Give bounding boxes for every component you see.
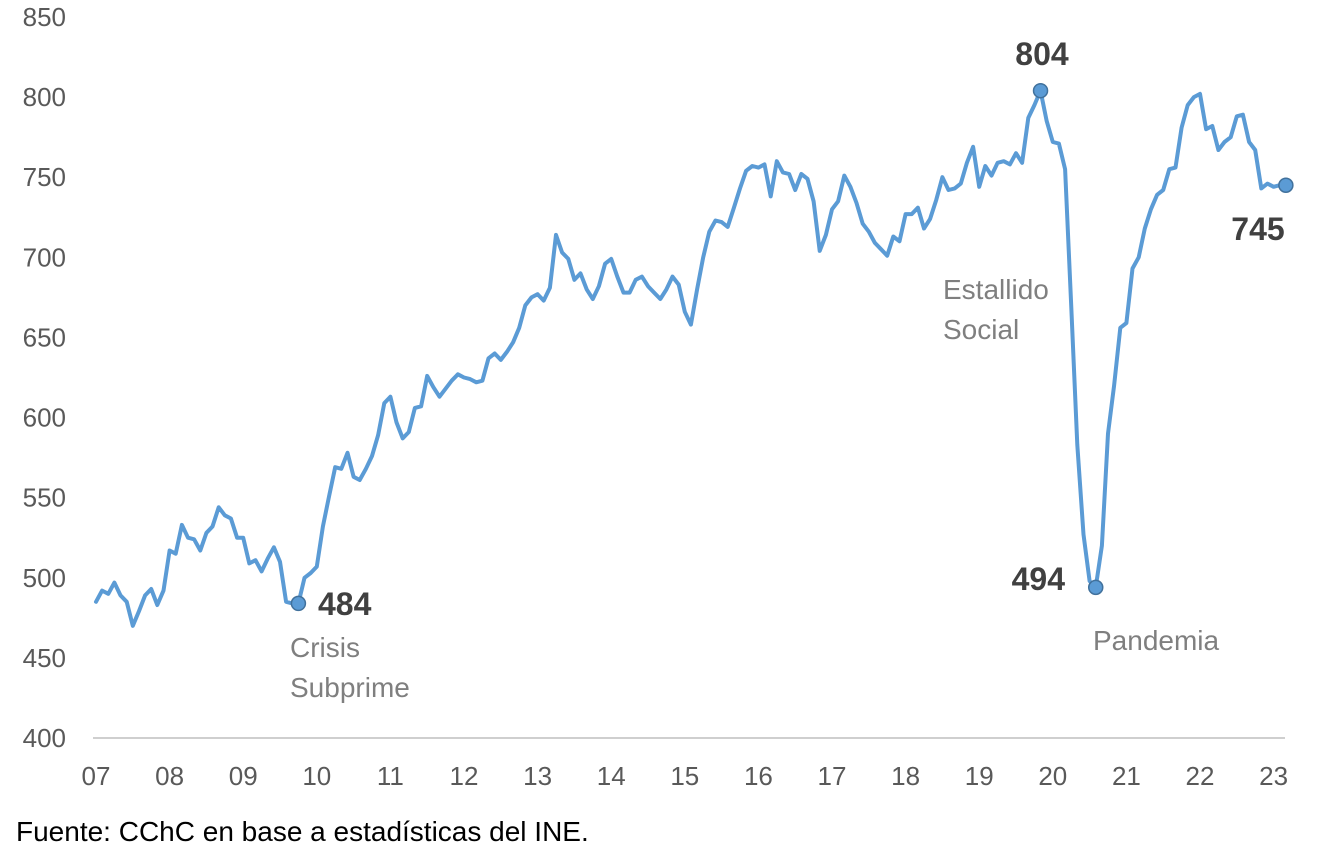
- y-tick-label: 550: [23, 483, 66, 513]
- annotation-estallido-social: Estallido Social: [943, 274, 1057, 345]
- y-tick-label: 450: [23, 643, 66, 673]
- marker-745: [1278, 177, 1294, 193]
- series-line: [94, 88, 1288, 628]
- data-label-745: 745: [1231, 211, 1284, 247]
- data-label-804: 804: [1015, 36, 1069, 72]
- y-axis: 400 450 500 550 600 650 700 750 800 850: [23, 2, 66, 753]
- x-tick-label: 14: [597, 761, 626, 791]
- y-tick-label: 800: [23, 82, 66, 112]
- x-tick-label: 17: [818, 761, 847, 791]
- data-label-494: 494: [1012, 561, 1066, 597]
- y-tick-label: 400: [23, 723, 66, 753]
- annotation-estallido-line-1: Estallido: [943, 274, 1049, 305]
- markers: [290, 82, 1294, 612]
- y-tick-label: 600: [23, 403, 66, 433]
- annotation-crisis-line-1: Crisis: [290, 632, 360, 663]
- x-tick-label: 09: [229, 761, 258, 791]
- x-tick-label: 19: [965, 761, 994, 791]
- x-axis: 07 08 09 10 11 12 13 14 15 16 17 18 19 20 21 22 23: [82, 761, 1289, 791]
- marker-494: [1087, 579, 1104, 596]
- source-note: Fuente: CChC en base a estadísticas del …: [16, 816, 589, 847]
- marker-484: [290, 595, 307, 612]
- annotation-crisis-subprime: Crisis Subprime: [290, 632, 410, 703]
- y-tick-label: 850: [23, 2, 66, 32]
- x-tick-label: 13: [523, 761, 552, 791]
- annotation-pandemia: Pandemia: [1093, 625, 1220, 656]
- x-tick-label: 20: [1038, 761, 1067, 791]
- x-tick-label: 11: [377, 761, 404, 791]
- x-tick-label: 16: [744, 761, 773, 791]
- x-tick-label: 22: [1186, 761, 1215, 791]
- annotation-estallido-line-2: Social: [943, 314, 1019, 345]
- annotation-pandemia-line-1: Pandemia: [1093, 625, 1220, 656]
- data-label-484: 484: [318, 586, 372, 622]
- x-tick-label: 07: [82, 761, 111, 791]
- marker-804: [1032, 82, 1049, 99]
- x-tick-label: 08: [155, 761, 184, 791]
- x-tick-label: 18: [891, 761, 920, 791]
- x-tick-label: 10: [302, 761, 331, 791]
- x-tick-label: 23: [1259, 761, 1288, 791]
- y-tick-label: 500: [23, 563, 66, 593]
- y-tick-label: 650: [23, 322, 66, 352]
- x-tick-label: 15: [670, 761, 699, 791]
- annotation-crisis-line-2: Subprime: [290, 672, 410, 703]
- x-tick-label: 21: [1112, 761, 1141, 791]
- y-tick-label: 700: [23, 242, 66, 272]
- y-tick-label: 750: [23, 162, 66, 192]
- x-tick-label: 12: [450, 761, 479, 791]
